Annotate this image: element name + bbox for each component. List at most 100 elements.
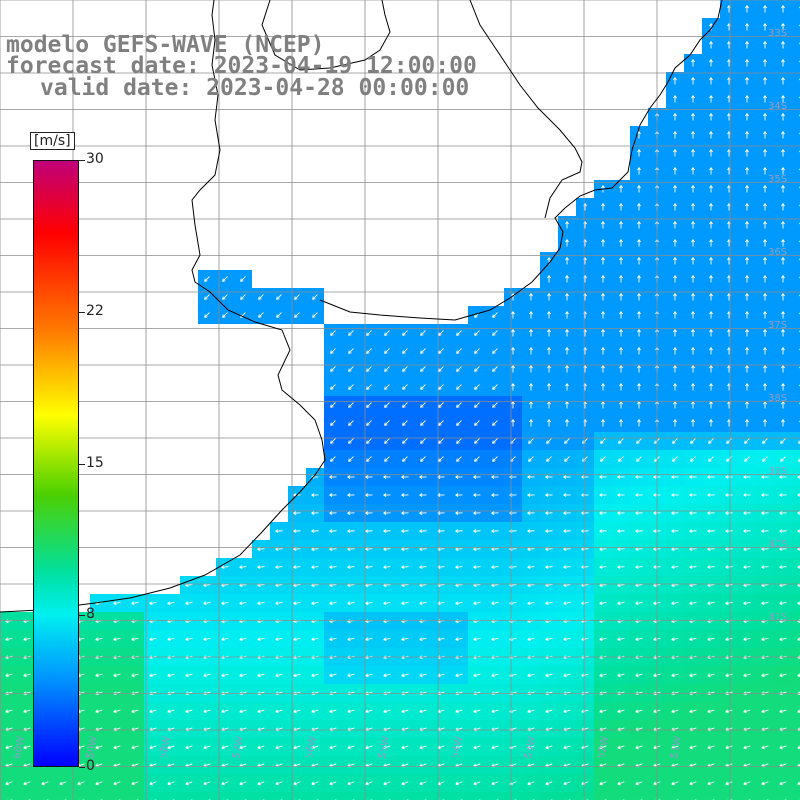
wind-arrow [204,312,210,318]
wind-arrow [348,330,354,336]
wind-arrow [709,221,713,229]
wind-arrow [348,456,354,462]
wind-arrow [240,294,246,300]
wind-arrow [709,41,713,49]
wind-arrow [617,709,625,714]
wind-cell [792,252,800,270]
wind-cell [450,792,468,800]
wind-arrow [511,401,515,409]
wind-arrow [366,402,372,408]
wind-arrow [293,529,301,534]
wind-arrow [725,511,733,515]
wind-cell [594,792,612,800]
wind-arrow [455,709,463,714]
wind-arrow [745,239,749,247]
wind-arrow [492,330,498,336]
wind-arrow [763,149,767,157]
wind-arrow [438,438,444,444]
wind-arrow [311,673,319,678]
wind-arrow [708,456,714,462]
wind-cell [792,666,800,684]
wind-arrow [763,419,767,427]
wind-arrow [383,565,391,570]
wind-arrow [401,709,409,714]
wind-arrow [258,294,264,300]
wind-arrow [707,781,715,786]
wind-arrow [691,329,695,337]
wind-arrow [511,311,515,319]
wind-cell [792,630,800,648]
wind-arrow [456,348,462,354]
wind-arrow [545,529,553,534]
wind-arrow [401,637,409,642]
wind-arrow [618,438,624,444]
wind-arrow [763,329,767,337]
wind-arrow [545,637,553,642]
wind-arrow [763,347,767,355]
wind-arrow [5,709,13,714]
wind-arrow [257,601,265,606]
wind-cell [792,54,800,72]
wind-arrow [293,709,301,714]
wind-arrow [709,59,713,67]
wind-arrow [637,149,641,157]
wind-cell [378,792,396,800]
wind-arrow [671,529,679,534]
wind-arrow [761,493,769,497]
wind-arrow [763,203,767,211]
wind-arrow [563,745,571,750]
wind-arrow [709,257,713,265]
wind-arrow [761,709,769,714]
wind-arrow [275,745,283,750]
wind-arrow [691,77,695,85]
wind-arrow [23,781,31,786]
wind-arrow [456,456,462,462]
wind-arrow [673,329,677,337]
wind-cell [792,576,800,594]
wind-cell [792,756,800,774]
wind-arrow [779,529,787,534]
wind-arrow [637,329,641,337]
wind-arrow [384,420,390,426]
wind-arrow [601,221,605,229]
wind-cell [72,792,90,800]
wind-arrow [491,637,499,642]
wind-cell [792,90,800,108]
wind-cell [162,792,180,800]
colorbar-tick-label: 0 [86,758,95,774]
wind-arrow [221,673,229,678]
wind-arrow [637,347,641,355]
wind-arrow [779,781,787,786]
wind-arrow [763,59,767,67]
wind-arrow [761,511,769,515]
wind-arrow [763,311,767,319]
wind-arrow [671,673,679,678]
wind-arrow [743,475,751,479]
wind-arrow [438,330,444,336]
wind-arrow [599,475,607,479]
wind-arrow [329,745,337,750]
wind-arrow [635,529,643,534]
wind-arrow [545,601,553,606]
wind-arrow [222,294,228,300]
wind-cell [792,486,800,504]
colorbar-tick-label: 22 [86,302,104,319]
wind-arrow [691,311,695,319]
wind-arrow [149,745,157,750]
wind-arrow [763,113,767,121]
wind-arrow [781,311,785,319]
wind-arrow [131,745,139,750]
wind-arrow [529,401,533,409]
wind-arrow [293,745,301,750]
wind-arrow [329,637,337,642]
wind-arrow [419,745,427,750]
wind-arrow [402,330,408,336]
wind-arrow [529,329,533,337]
wind-arrow [707,673,715,678]
wind-arrow [149,601,157,606]
latitude-label: 33S [768,28,788,39]
wind-arrow [671,709,679,714]
wind-arrow [329,511,337,515]
wind-arrow [545,511,553,515]
wind-arrow [690,438,696,444]
